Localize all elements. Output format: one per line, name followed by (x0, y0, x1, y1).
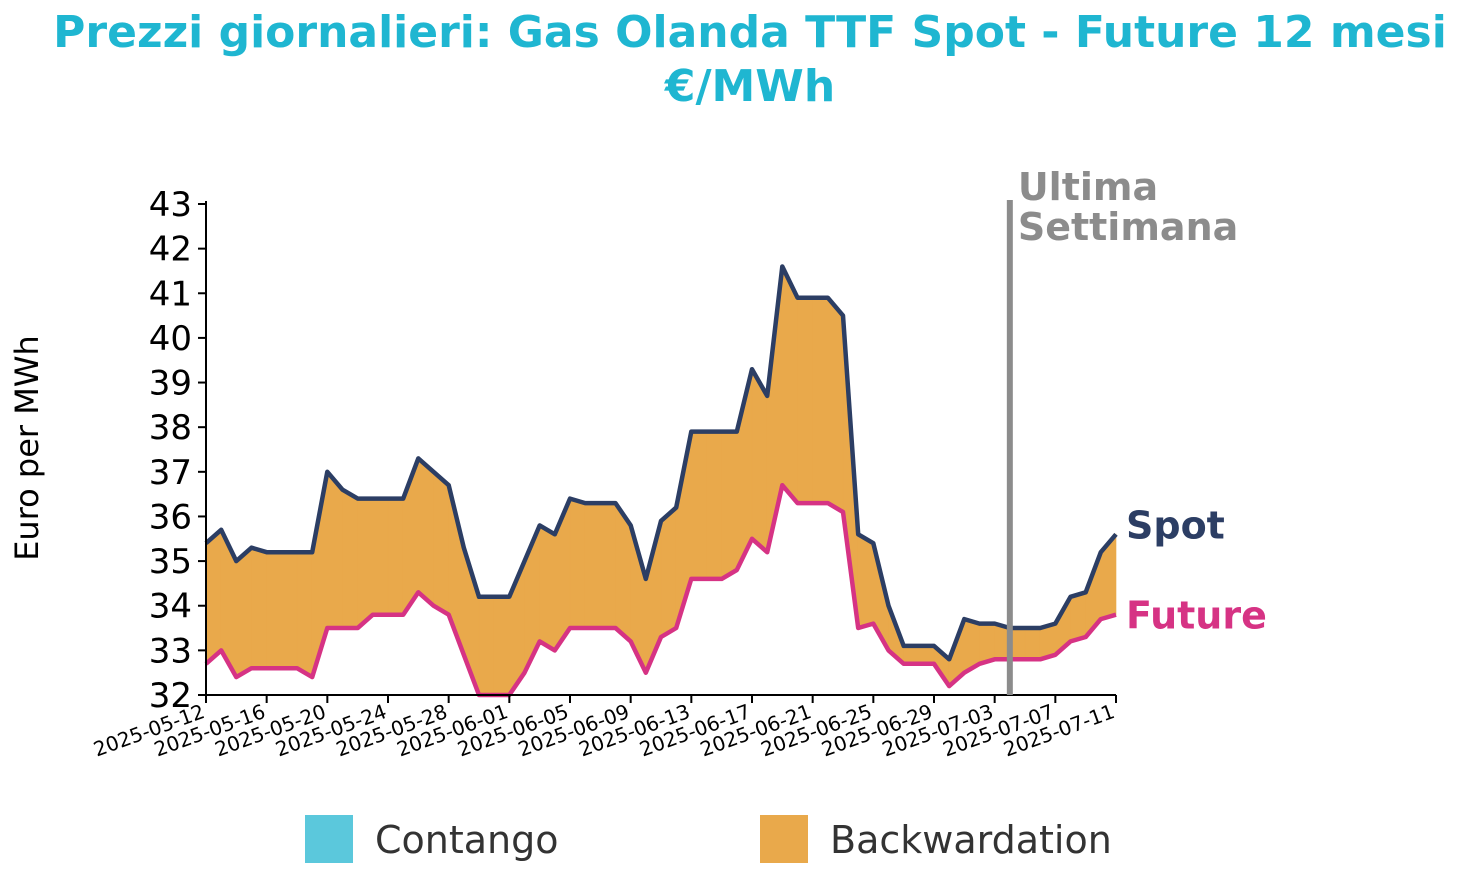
spread-fill-segment (493, 596, 510, 696)
spread-fill-segment (721, 431, 738, 580)
spread-fill-segment (205, 529, 222, 665)
spread-fill-segment (236, 547, 252, 678)
spread-fill-segment (251, 547, 268, 669)
series-lines-layer: Spot Future (204, 264, 1267, 698)
spread-fill-segment (584, 502, 601, 629)
spread-fill-segment (326, 470, 343, 629)
spread-fill-segment (1070, 591, 1086, 642)
spread-fill-segment (539, 524, 556, 651)
spread-fill-segment (266, 551, 283, 669)
legend-swatch-contango (305, 815, 353, 863)
y-tick-label: 32 (149, 676, 192, 716)
legend-label-backwardation: Backwardation (830, 818, 1112, 862)
spread-fill-segment (812, 297, 829, 504)
series-line-spot (204, 264, 1118, 662)
y-axis-label: Euro per MWh (8, 335, 46, 561)
spread-fill-segment (296, 551, 313, 678)
spread-fill-segment (357, 498, 374, 629)
spread-fill-segment (372, 498, 389, 616)
y-tick-label: 36 (149, 497, 192, 537)
series-end-label-spot: Spot (1126, 503, 1225, 547)
legend-swatch-backwardation (760, 815, 808, 863)
chart-title: Prezzi giornalieri: Gas Olanda TTF Spot … (53, 7, 1447, 58)
spread-fill-segment (918, 645, 935, 665)
y-tick-label: 38 (149, 408, 192, 448)
spread-fill-segment (1024, 627, 1041, 660)
spread-fill-segment (433, 471, 450, 616)
y-tick-label: 33 (149, 631, 192, 671)
y-tick-label: 42 (149, 230, 192, 270)
legend: Contango Backwardation (305, 815, 1112, 863)
spread-fill-segment (387, 498, 404, 616)
spread-fill-segment (781, 266, 798, 504)
spread-fill-segment (569, 498, 586, 629)
spread-fill-segment (857, 533, 874, 629)
y-tick-label: 41 (149, 274, 192, 314)
y-tick-label: 34 (149, 587, 192, 627)
last-week-label-line1: Ultima (1018, 165, 1158, 209)
spread-fill-segment (660, 506, 677, 638)
spread-fill-segment (827, 296, 844, 513)
chart-title-block: Prezzi giornalieri: Gas Olanda TTF Spot … (0, 6, 1483, 114)
spread-fill-segment (751, 368, 768, 553)
y-tick-label: 35 (149, 542, 192, 582)
spread-fill-segment (417, 457, 434, 607)
chart-subtitle: €/MWh (664, 61, 836, 112)
spread-fill-segment (478, 596, 495, 696)
spread-fill-segment (706, 431, 723, 580)
series-end-label-future: Future (1126, 594, 1267, 638)
spread-fill-segment (690, 431, 707, 580)
spread-fill-segment (281, 551, 298, 669)
y-tick-label: 37 (149, 453, 192, 493)
spread-fill-segment (797, 297, 814, 504)
legend-label-contango: Contango (375, 818, 559, 862)
area-fill-layer (205, 266, 1117, 696)
y-tick-label: 39 (149, 364, 192, 404)
spread-fill-segment (599, 502, 616, 629)
y-tick-label: 40 (149, 319, 192, 359)
series-line-future (204, 482, 1117, 698)
last-week-label-line2: Settimana (1018, 205, 1238, 249)
spread-fill-segment (342, 489, 359, 629)
y-tick-label: 43 (149, 185, 192, 225)
spread-fill-segment (903, 645, 920, 665)
